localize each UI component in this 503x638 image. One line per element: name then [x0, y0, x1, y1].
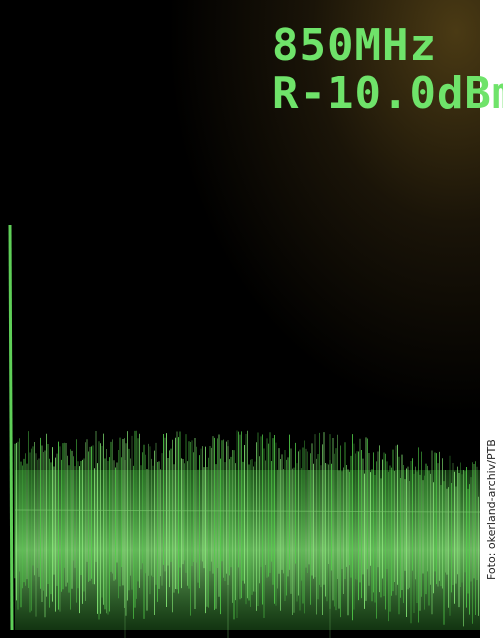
- photo-credit: Foto: okerland-archiv/PTB: [485, 439, 498, 580]
- trace-edge: [10, 225, 12, 630]
- photo: 850MHz R-10.0dBm Foto: okerland-archiv/P…: [0, 0, 503, 638]
- frequency-readout: 850MHz: [272, 20, 437, 71]
- reference-level-readout: R-10.0dBm: [272, 68, 503, 119]
